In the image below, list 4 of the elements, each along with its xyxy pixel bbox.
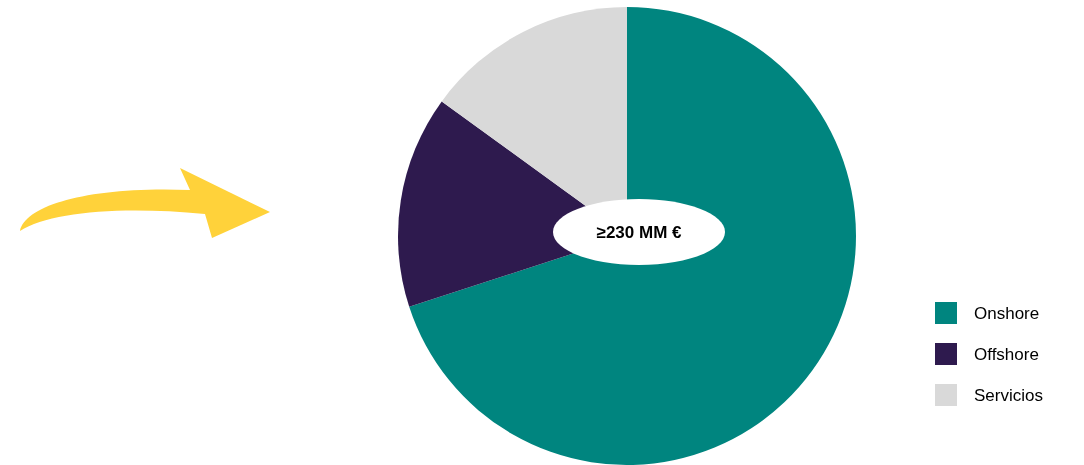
text: ≥230 MM € <box>596 222 682 242</box>
legend-label: Servicios <box>974 385 1043 405</box>
legend-label: Onshore <box>974 303 1040 323</box>
legend-label: Offshore <box>974 344 1039 364</box>
